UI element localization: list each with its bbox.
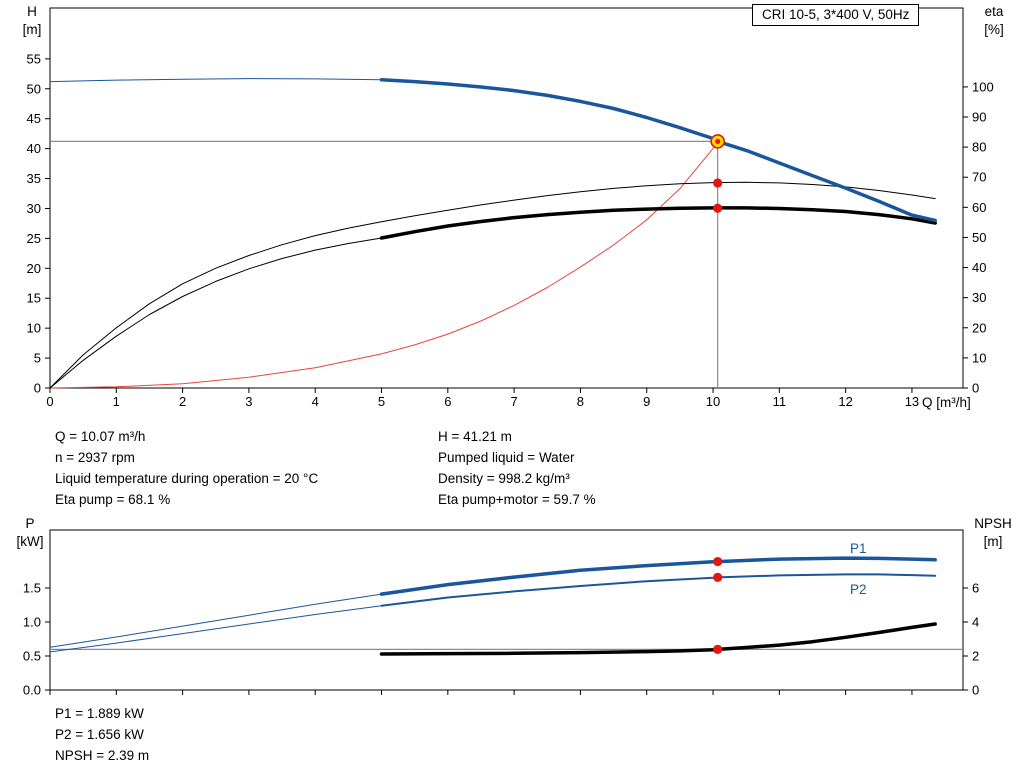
x-tick-label: 9 [643,394,650,409]
power-npsh-chart-frame [49,529,964,691]
eta-axis-label: eta [984,4,1004,19]
eta-pump-curve [49,181,936,389]
y-right-tick-label: 10 [972,350,986,365]
p2-thin-curve [49,605,382,653]
y-right-tick-label: 2 [972,648,979,663]
x-tick-label: 0 [46,394,53,409]
x-tick-label: 4 [312,394,319,409]
p1-thin-curve [49,593,382,648]
eta-axis-unit: [%] [984,22,1004,37]
y-right-tick-label: 20 [972,320,986,335]
y-right-tick-label: 40 [972,260,986,275]
y-right-tick-label: 0 [972,381,979,396]
y-left-tick-label: 30 [27,201,41,216]
x-tick-label: 13 [905,394,919,409]
info-p2: P2 = 1.656 kW [55,727,144,742]
duty-info-right: H = 41.21 m Pumped liquid = Water Densit… [438,426,596,510]
p-axis-unit: [kW] [16,534,44,549]
info-eta-pump: Eta pump = 68.1 % [55,492,171,507]
qh-thin-curve [49,78,382,83]
duty-point-center [715,138,721,144]
y-left-tick-label: 50 [27,81,41,96]
x-tick-label: 11 [773,394,787,409]
info-h: H = 41.21 m [438,429,512,444]
npsh-dot [713,644,723,654]
y-left-tick-label: 0 [34,381,41,396]
p2-dot [713,572,723,582]
y-left-tick-label: 35 [27,171,41,186]
p1-dot [713,556,723,567]
x-tick-label: 10 [706,394,720,409]
y-right-tick-label: 60 [972,200,986,215]
y-left-tick-label: 55 [27,51,41,66]
y-left-tick-label: 0.5 [23,649,41,664]
info-liquid-temp: Liquid temperature during operation = 20… [55,471,319,486]
info-density: Density = 998.2 kg/m³ [438,471,570,486]
y-right-tick-label: 80 [972,140,986,155]
info-pumped-liquid: Pumped liquid = Water [438,450,575,465]
pump-title-box: CRI 10-5, 3*400 V, 50Hz [752,4,920,26]
y-left-tick-label: 1.0 [23,615,41,630]
x-tick-label: 2 [179,394,186,409]
x-tick-label: 5 [378,394,385,409]
eta-pump-motor-curve [379,206,937,240]
qh-eta-chart-frame [49,7,964,389]
y-right-tick-label: 6 [972,580,979,595]
info-q: Q = 10.07 m³/h [55,429,146,444]
y-right-tick-label: 4 [972,614,979,629]
y-left-tick-label: 1.5 [23,581,41,596]
x-tick-label: 3 [245,394,252,409]
eta-pump-motor-thin-curve [49,237,382,389]
p-axis-label: P [25,516,35,531]
y-right-tick-label: 90 [972,110,986,125]
eta-pump-motor-dot [713,203,723,213]
y-left-tick-label: 0.0 [23,683,41,698]
info-eta-pump-motor: Eta pump+motor = 59.7 % [438,492,596,507]
h-axis-unit: [m] [22,22,42,37]
y-left-tick-label: 40 [27,141,41,156]
y-left-tick-label: 20 [27,261,41,276]
info-npsh: NPSH = 2.39 m [55,748,150,763]
y-right-tick-label: 70 [972,170,986,185]
x-tick-label: 12 [838,394,852,409]
y-left-tick-label: 15 [27,291,41,306]
duty-info-left: Q = 10.07 m³/h n = 2937 rpm Liquid tempe… [55,426,318,510]
p1-curve-label: P1 [850,541,867,556]
y-right-tick-label: 50 [972,230,986,245]
qh-main-curve [379,78,937,223]
y-left-tick-label: 45 [27,111,41,126]
y-right-tick-label: 100 [972,79,994,94]
npsh-axis-unit: [m] [983,534,1003,549]
x-tick-label: 1 [113,394,120,409]
info-p1: P1 = 1.889 kW [55,706,144,721]
h-axis-label: H [27,4,37,19]
eta-pump-dot [713,178,723,188]
y-right-tick-label: 30 [972,290,986,305]
p2-curve-label: P2 [850,582,867,597]
x-tick-label: 8 [577,394,584,409]
power-info: P1 = 1.889 kW P2 = 1.656 kW NPSH = 2.39 … [55,703,149,766]
x-tick-label: 7 [511,394,518,409]
info-speed: n = 2937 rpm [55,450,135,465]
y-right-tick-label: 0 [972,683,979,698]
y-left-tick-label: 10 [27,321,41,336]
y-left-tick-label: 25 [27,231,41,246]
y-left-tick-label: 5 [34,351,41,366]
system-curve-curve [49,140,719,389]
q-axis-label: Q [m³/h] [922,395,971,410]
x-tick-label: 6 [444,394,451,409]
npsh-axis-label: NPSH [974,516,1012,531]
